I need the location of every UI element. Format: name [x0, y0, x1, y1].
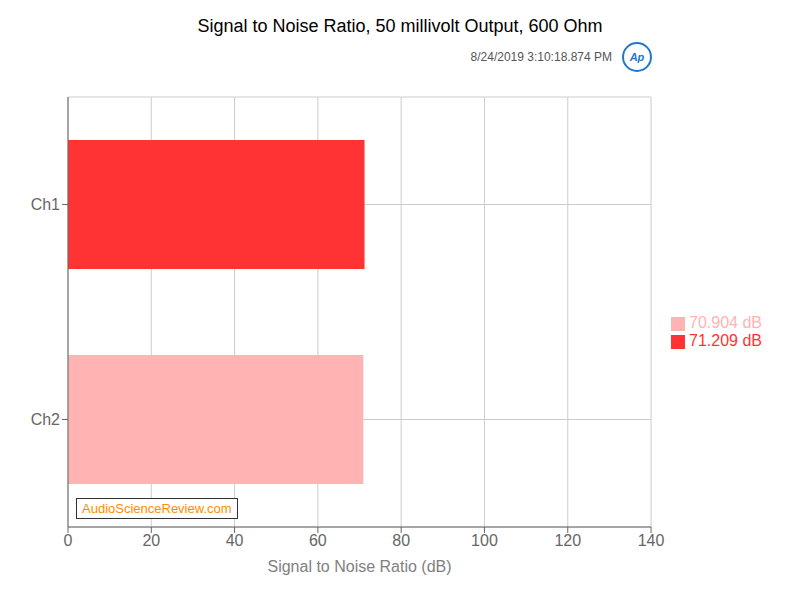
- html-text:Signal to Noise Ratio, 50 mill: Signal to Noise Ratio, 50 millivolt Outp…: [197, 16, 603, 36]
- html-text:8/24/2019 3:10:18.874 PM: 8/24/2019 3:10:18.874 PM: [470, 50, 612, 64]
- svg-text:60: 60: [309, 532, 327, 549]
- svg-text:140: 140: [638, 532, 665, 549]
- svg-text:Signal to Noise Ratio (dB): Signal to Noise Ratio (dB): [267, 558, 451, 575]
- svg-text:100: 100: [471, 532, 498, 549]
- svg-text:Ch1: Ch1: [31, 196, 60, 213]
- svg-text:80: 80: [392, 532, 410, 549]
- svg-text:Ch2: Ch2: [31, 411, 60, 428]
- svg-text:40: 40: [226, 532, 244, 549]
- html-text:Ap: Ap: [629, 51, 645, 63]
- html-text:70.904 dB: 70.904 dB: [689, 314, 762, 331]
- html-text:AudioScienceReview.com: AudioScienceReview.com: [82, 501, 232, 516]
- svg-text:20: 20: [142, 532, 160, 549]
- html-text:71.209 dB: 71.209 dB: [689, 332, 762, 349]
- svg-text:120: 120: [554, 532, 581, 549]
- svg-text:0: 0: [64, 532, 73, 549]
